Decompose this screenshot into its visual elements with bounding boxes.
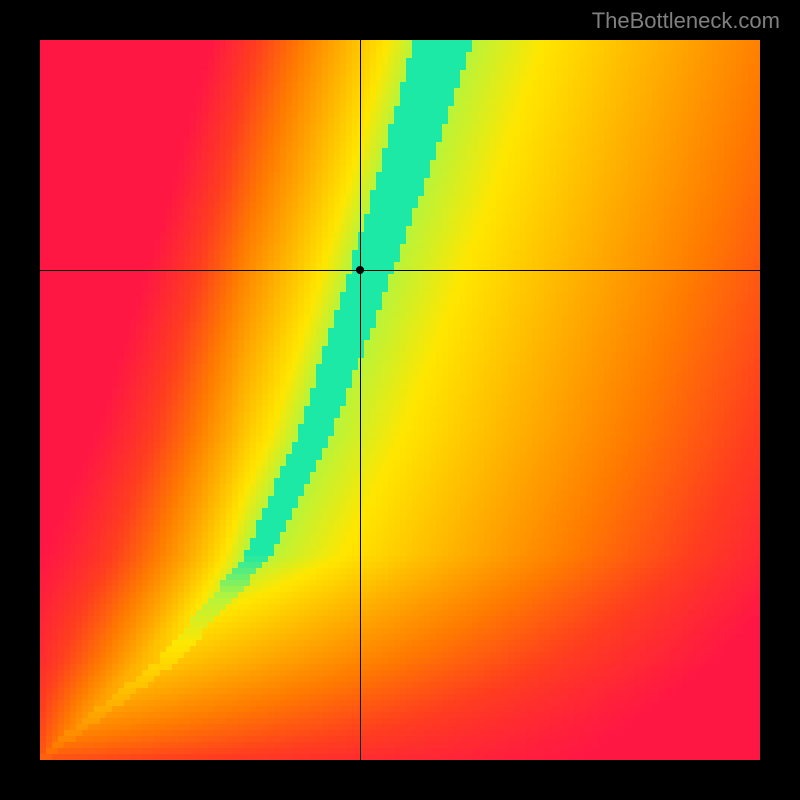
heatmap-plot — [40, 40, 760, 760]
watermark-text: TheBottleneck.com — [592, 8, 780, 34]
crosshair-horizontal — [40, 270, 760, 271]
crosshair-vertical — [360, 40, 361, 760]
heatmap-canvas — [40, 40, 760, 760]
crosshair-dot — [356, 266, 364, 274]
